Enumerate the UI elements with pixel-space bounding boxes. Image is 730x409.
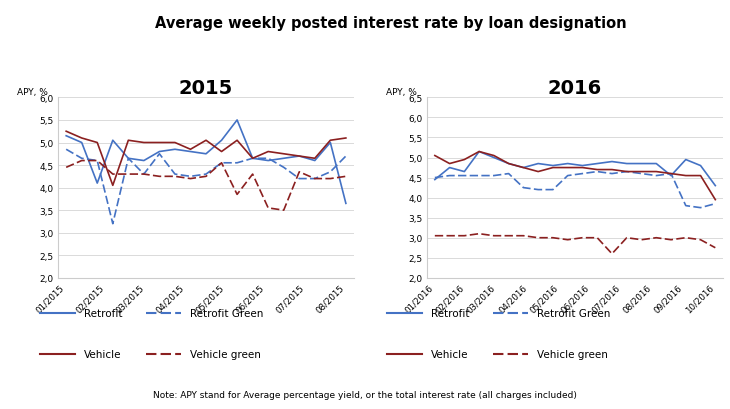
- Title: 2015: 2015: [179, 79, 233, 98]
- Text: Vehicle green: Vehicle green: [537, 349, 607, 359]
- Text: Retrofit Green: Retrofit Green: [537, 308, 610, 318]
- Text: Vehicle: Vehicle: [431, 349, 468, 359]
- Text: Retrofit Green: Retrofit Green: [190, 308, 264, 318]
- Text: APY, %: APY, %: [386, 88, 417, 97]
- Text: Vehicle: Vehicle: [84, 349, 121, 359]
- Text: APY, %: APY, %: [17, 88, 48, 97]
- Text: Note: APY stand for Average percentage yield, or the total interest rate (all ch: Note: APY stand for Average percentage y…: [153, 390, 577, 399]
- Text: Retrofit: Retrofit: [84, 308, 123, 318]
- Text: Vehicle green: Vehicle green: [190, 349, 261, 359]
- Text: Retrofit: Retrofit: [431, 308, 469, 318]
- Title: 2016: 2016: [548, 79, 602, 98]
- Text: Average weekly posted interest rate by loan designation: Average weekly posted interest rate by l…: [155, 16, 626, 31]
